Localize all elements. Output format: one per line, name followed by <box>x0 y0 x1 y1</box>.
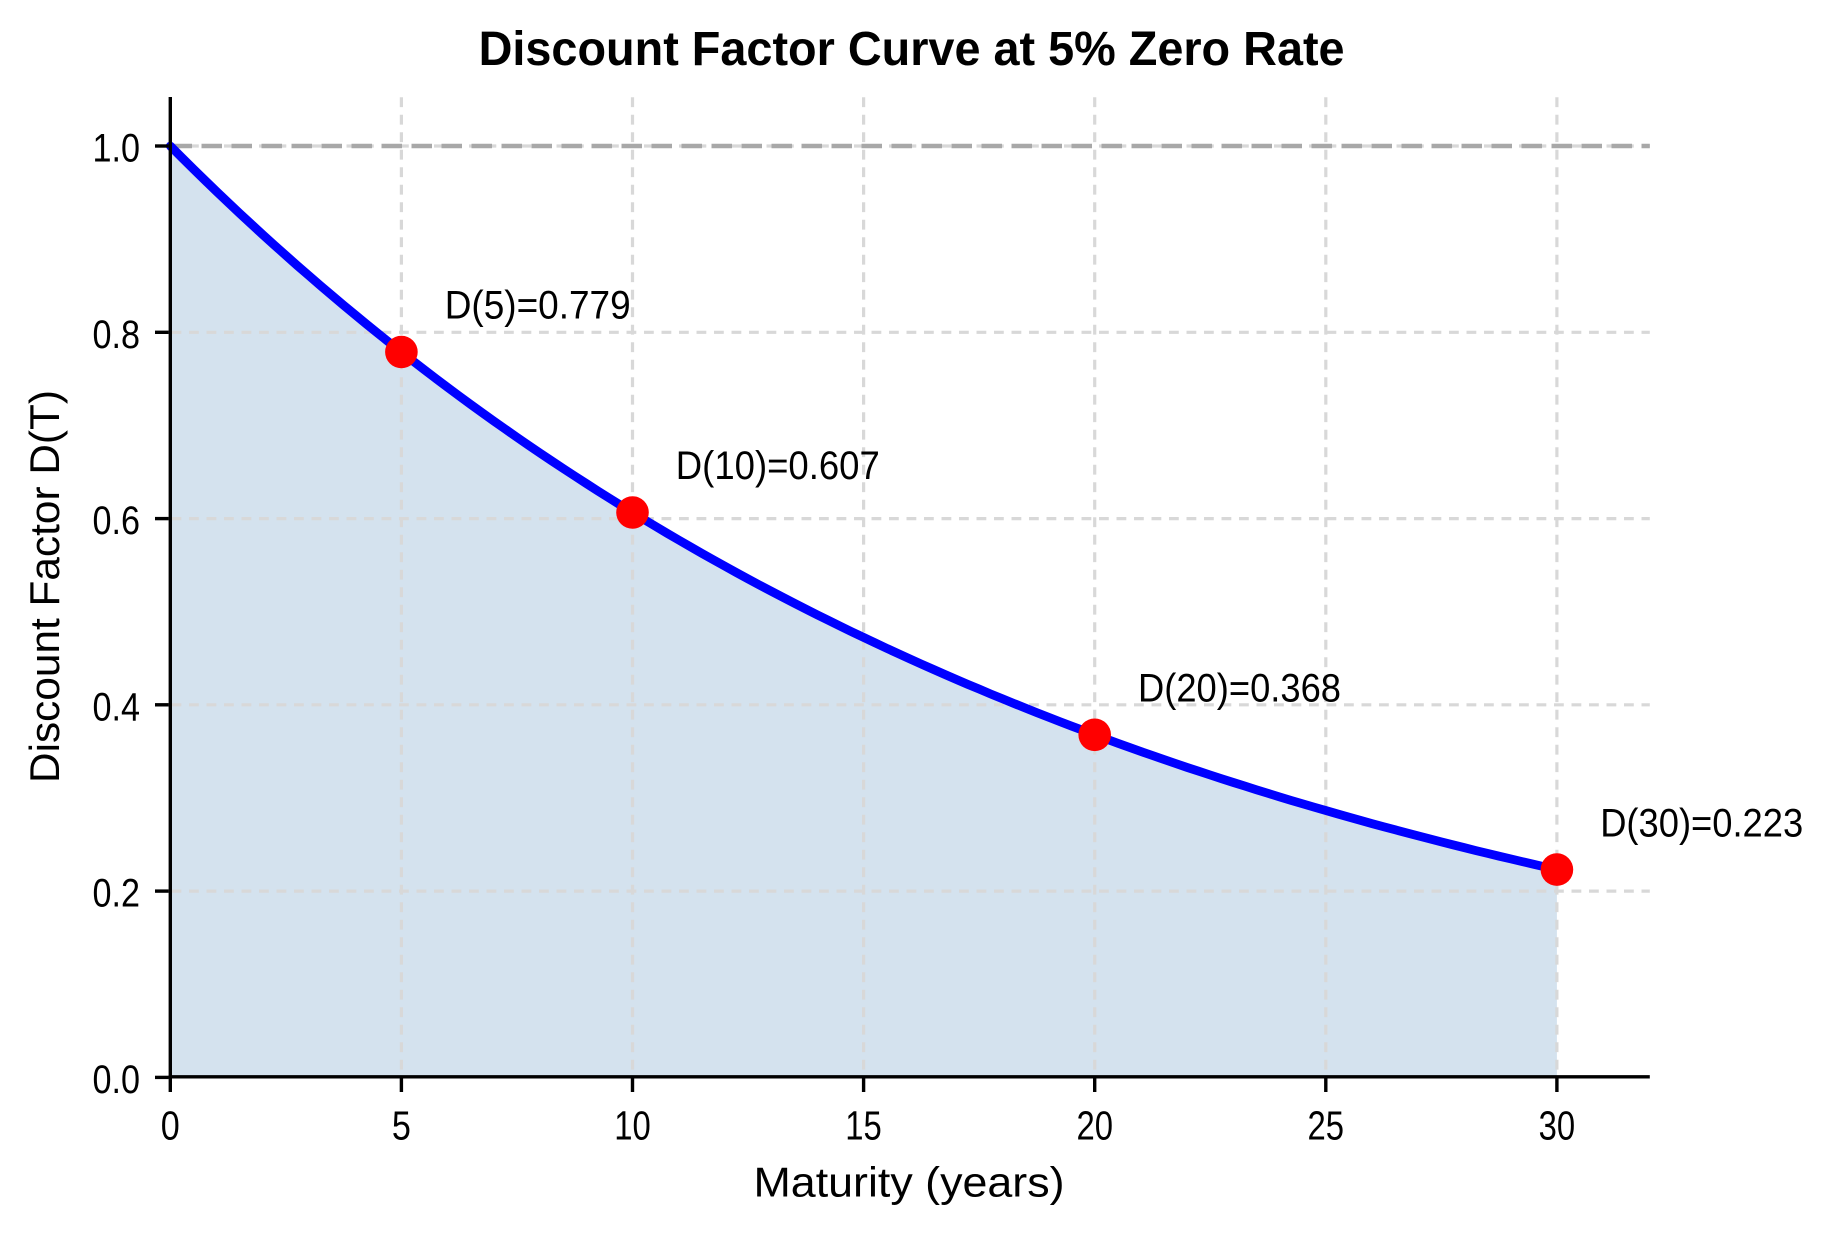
svg-text:Discount Factor Curve at 5% Ze: Discount Factor Curve at 5% Zero Rate <box>479 23 1345 76</box>
svg-text:0.8: 0.8 <box>93 313 141 357</box>
svg-text:D(5)=0.779: D(5)=0.779 <box>445 284 631 328</box>
svg-text:1.0: 1.0 <box>93 127 141 171</box>
svg-text:D(10)=0.607: D(10)=0.607 <box>676 444 880 488</box>
svg-text:D(30)=0.223: D(30)=0.223 <box>1600 801 1803 845</box>
svg-text:30: 30 <box>1539 1102 1576 1148</box>
svg-text:0.0: 0.0 <box>93 1058 141 1102</box>
svg-text:Discount Factor D(T): Discount Factor D(T) <box>21 390 68 783</box>
svg-text:25: 25 <box>1308 1102 1345 1148</box>
svg-text:0.2: 0.2 <box>93 872 141 916</box>
svg-text:0.4: 0.4 <box>93 685 141 729</box>
svg-text:0: 0 <box>161 1102 180 1148</box>
svg-text:20: 20 <box>1077 1102 1114 1148</box>
svg-text:D(20)=0.368: D(20)=0.368 <box>1138 667 1341 711</box>
svg-text:5: 5 <box>392 1102 411 1148</box>
svg-text:0.6: 0.6 <box>93 499 141 543</box>
svg-text:10: 10 <box>614 1102 651 1148</box>
svg-text:15: 15 <box>845 1102 882 1148</box>
svg-text:Maturity (years): Maturity (years) <box>754 1159 1065 1206</box>
